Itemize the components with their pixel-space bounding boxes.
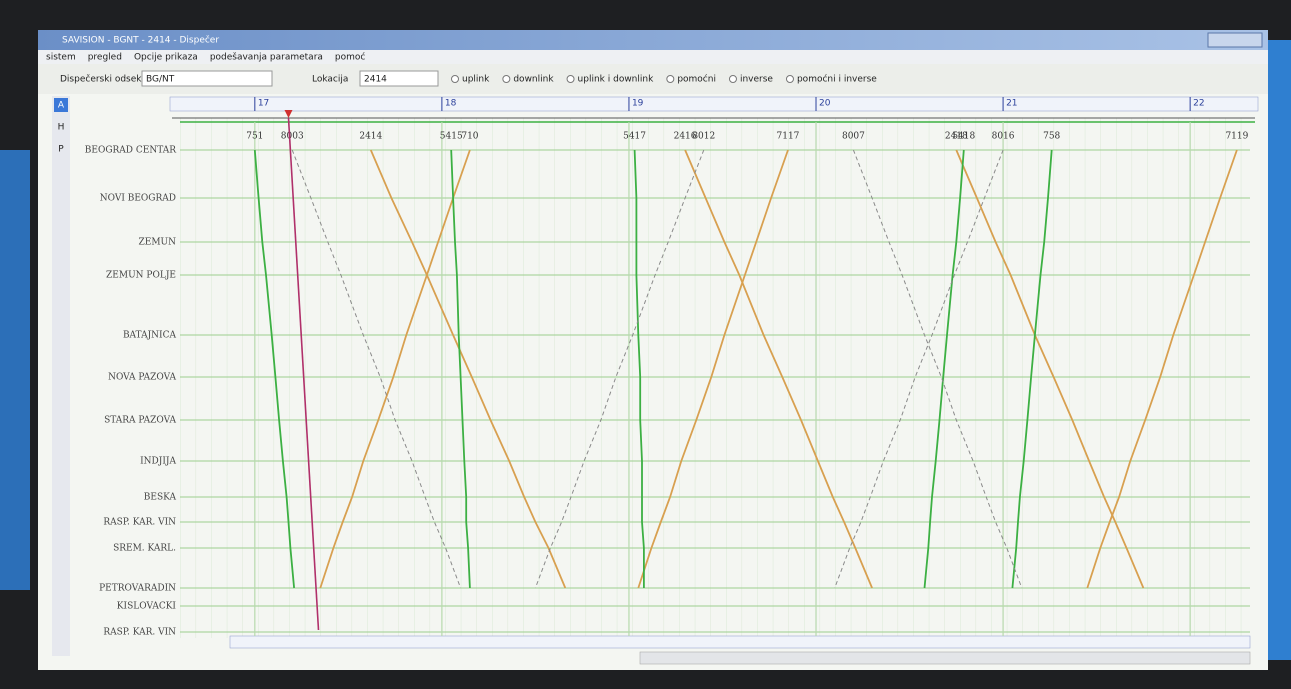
station-label: BATAJNICA [123,331,177,341]
side-panel [52,96,70,656]
radio-label: pomoćni [677,74,716,85]
window-title: SAVISION - BGNT - 2414 - Dispečer [62,35,219,46]
radio[interactable] [452,76,459,83]
train-number: 7117 [777,132,800,142]
station-label: SREM. KARL. [113,544,176,554]
radio-label: downlink [513,75,554,85]
radio-label: uplink i downlink [578,75,655,85]
train-number: 5415 [440,132,463,142]
x-tick-label: 17 [258,99,269,109]
menu-item[interactable]: pomoć [335,52,365,63]
menu-item[interactable]: pregled [88,53,122,63]
screen: SAVISION - BGNT - 2414 - Dispečer sistem… [0,0,1291,689]
x-tick-label: 22 [1193,99,1204,109]
title-bar [38,30,1268,50]
train-number: 8016 [992,132,1015,142]
station-label: RASP. KAR. VIN [103,628,176,638]
desktop-left [0,150,30,590]
radio-label: pomoćni i inverse [797,74,877,85]
radio[interactable] [786,76,793,83]
station-label: STARA PAZOVA [104,416,176,426]
location-value: 2414 [364,75,387,85]
menu-item[interactable]: Opcije prikaza [134,53,198,63]
menu-item[interactable]: sistem [46,53,76,63]
train-number: 8007 [842,132,865,142]
menu-item[interactable]: podešavanja parametara [210,52,323,63]
station-label: ZEMUN [139,238,177,248]
bottom-ruler [230,636,1250,648]
station-label: BESKA [144,493,177,503]
desktop [1268,40,1291,660]
radio[interactable] [503,76,510,83]
radio-label: inverse [740,75,773,85]
window-controls[interactable] [1208,33,1262,47]
train-number: 751 [246,132,263,142]
page: {"window": { "title": "SAVISION - BGNT -… [0,0,1291,689]
side-button[interactable]: P [58,145,64,155]
train-number: 5417 [623,132,646,142]
x-tick-label: 21 [1006,99,1017,109]
side-button[interactable]: H [58,123,65,133]
location-label: Lokacija [312,75,348,85]
train-number: 8012 [692,132,715,142]
radio[interactable] [667,76,674,83]
radio[interactable] [567,76,574,83]
station-label: INDJIJA [140,457,176,467]
top-ruler [170,97,1258,111]
train-number: 2414 [359,132,382,142]
x-tick-label: 19 [632,99,644,109]
station-label: BEOGRAD CENTAR [85,146,176,156]
radio[interactable] [729,76,736,83]
x-tick-label: 18 [445,99,457,109]
train-number: 758 [1043,132,1060,142]
section-label: Dispečerski odsek [60,74,142,85]
side-button[interactable]: A [58,101,65,111]
station-label: PETROVARADIN [99,584,176,594]
station-label: RASP. KAR. VIN [103,518,176,528]
train-number: 7119 [1225,132,1248,142]
section-value: BG/NT [146,75,175,85]
radio-label: uplink [462,75,490,85]
train-number: 8003 [281,132,304,142]
status-bar [640,652,1250,664]
x-tick-label: 20 [819,99,831,109]
station-label: NOVI BEOGRAD [100,194,176,204]
train-number: 710 [461,132,478,142]
minor-grid [180,118,1250,638]
train-number: 5418 [952,132,975,142]
station-label: ZEMUN POLJE [106,271,176,281]
station-label: NOVA PAZOVA [108,373,176,383]
station-label: KISLOVACKI [117,602,177,612]
